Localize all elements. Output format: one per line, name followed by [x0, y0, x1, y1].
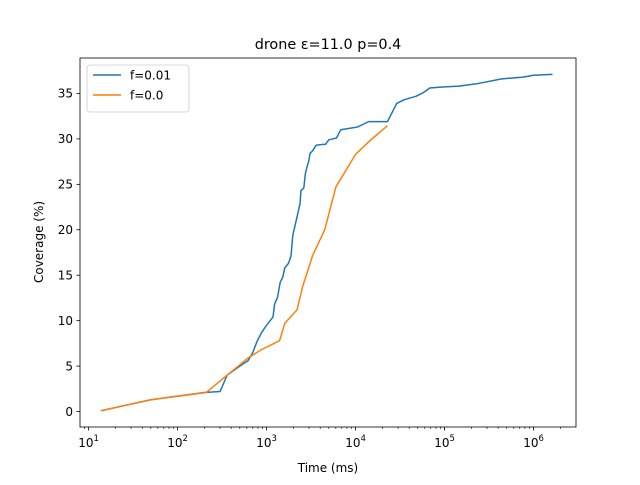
plot-frame [79, 57, 577, 428]
y-axis: 0 5 10 15 20 25 30 35 [58, 87, 80, 419]
x-tick-label: 101 [78, 434, 99, 450]
y-tick-label: 15 [58, 269, 73, 283]
y-tick-label: 25 [58, 178, 73, 192]
y-tick-label: 5 [65, 359, 73, 373]
x-axis-label: Time (ms) [297, 461, 359, 475]
x-tick-label: 104 [345, 434, 366, 450]
series-line-0 [100, 73, 553, 412]
series-layer [100, 73, 553, 412]
legend-label-1: f=0.0 [130, 88, 163, 102]
legend: f=0.01 f=0.0 [86, 64, 190, 113]
plot-area [79, 57, 577, 428]
x-tick-label: 105 [434, 434, 455, 450]
y-axis-label: Coverage (%) [32, 201, 46, 283]
legend-frame [86, 64, 190, 113]
series-line-1 [100, 125, 388, 412]
x-tick-label: 103 [256, 434, 277, 450]
x-tick-label: 102 [167, 434, 188, 450]
y-tick-label: 10 [58, 314, 73, 328]
legend-label-0: f=0.01 [130, 68, 171, 82]
chart-title: drone ε=11.0 p=0.4 [255, 37, 402, 53]
x-axis: 101 102 103 104 105 106 [78, 427, 561, 450]
y-tick-label: 0 [65, 405, 73, 419]
y-tick-label: 20 [58, 223, 73, 237]
y-tick-label: 35 [58, 87, 73, 101]
y-tick-label: 30 [58, 132, 73, 146]
x-tick-label: 106 [523, 434, 544, 450]
